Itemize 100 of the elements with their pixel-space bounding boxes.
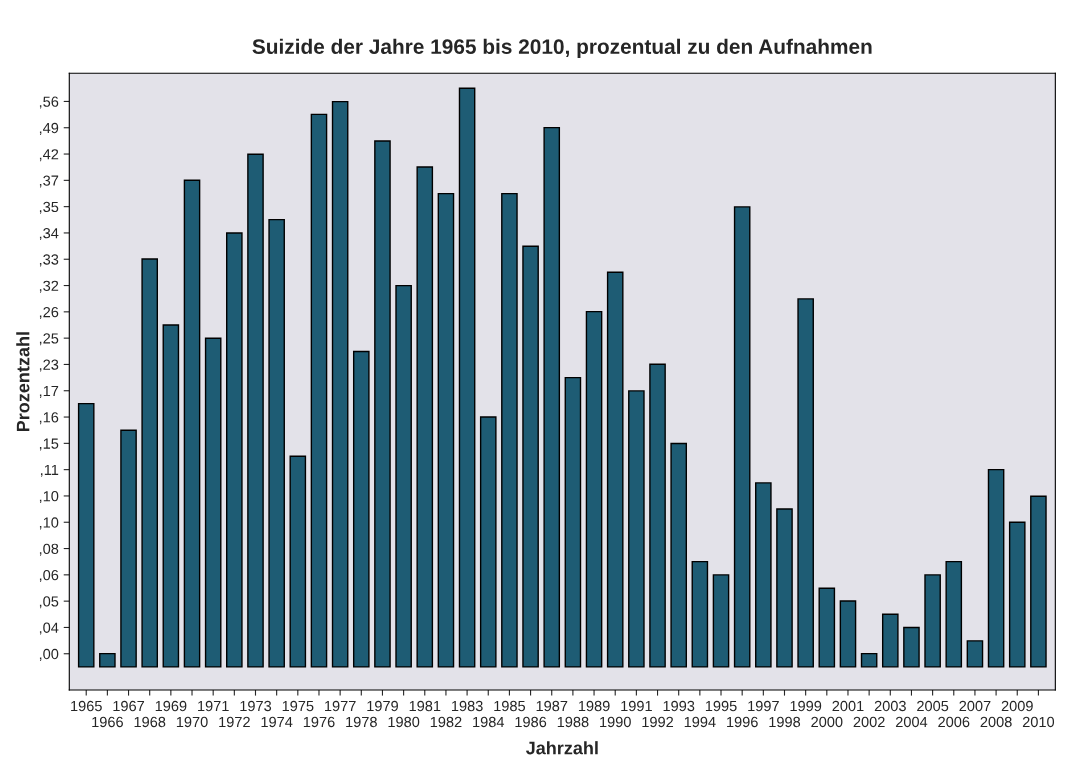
x-tick-label: 1977 [325, 700, 356, 712]
x-tick-label: 1987 [536, 700, 568, 712]
bar [606, 271, 624, 668]
text: ,11 [40, 464, 59, 477]
x-tick-label: 2001 [832, 700, 864, 712]
text: ,26 [39, 306, 59, 319]
chart-title: Suizide der Jahre 1965 bis 2010, prozentual zu den Aufnahmen [252, 38, 872, 59]
x-tick-label: 1970 [176, 716, 208, 728]
x-tick-label: 1994 [684, 716, 716, 728]
x-tick-label: 1992 [642, 716, 674, 728]
bar [331, 100, 349, 668]
x-tick-label: 1990 [600, 716, 631, 728]
x-tick-label: 1969 [155, 700, 187, 712]
text: ,34 [39, 228, 59, 241]
x-tick-label: 1973 [240, 700, 272, 712]
bar [501, 192, 518, 668]
text: ,15 [39, 438, 59, 451]
x-tick-label: 1995 [705, 700, 737, 712]
text: ,56 [39, 96, 59, 109]
x-tick-label: 2002 [853, 716, 885, 728]
x-tick-label: 1996 [727, 716, 758, 728]
bar [77, 402, 95, 668]
x-tick-label: 1979 [367, 700, 398, 712]
bar [479, 416, 497, 668]
bar [522, 245, 539, 668]
x-tick-label: 1965 [71, 700, 102, 712]
x-tick-label: 1978 [346, 716, 377, 728]
text: ,35 [39, 201, 59, 214]
x-tick-label: 1975 [282, 700, 314, 712]
x-tick-label: 1997 [748, 700, 779, 712]
x-tick-label: 2004 [895, 716, 928, 728]
text: ,42 [39, 149, 59, 162]
x-tick-label: 1986 [515, 716, 547, 728]
y-axis-title: Prozentzahl [16, 332, 30, 432]
bar [839, 600, 857, 668]
bar [458, 87, 476, 668]
x-tick-label: 1993 [663, 700, 695, 712]
text: ,04 [39, 622, 59, 635]
bar [289, 455, 307, 668]
x-tick-label: 2010 [1022, 716, 1055, 728]
text: ,16 [39, 412, 59, 425]
bar [437, 192, 455, 668]
bar [670, 442, 688, 668]
x-tick-label: 1988 [557, 716, 589, 728]
x-tick-label: 1980 [388, 716, 420, 728]
x-tick-label: 1983 [451, 700, 483, 712]
bar [649, 363, 666, 668]
bar [1008, 521, 1026, 668]
bar [99, 652, 116, 668]
x-tick-label: 1991 [621, 700, 652, 712]
bar [162, 324, 180, 668]
text: ,10 [39, 491, 59, 504]
x-tick-label: 2008 [980, 716, 1012, 728]
x-tick-label: 2003 [874, 700, 906, 712]
text: ,25 [39, 333, 59, 346]
text: ,00 [39, 648, 59, 661]
x-tick-label: 2005 [917, 700, 949, 712]
text: ,06 [39, 569, 59, 582]
bar [268, 218, 285, 668]
x-tick-label: 1981 [409, 700, 441, 712]
bar [141, 258, 159, 668]
bar [860, 652, 878, 668]
bar [374, 140, 391, 668]
x-tick-label: 1966 [92, 716, 123, 728]
x-tick-label: 2009 [1001, 700, 1033, 712]
x-tick-label: 1989 [578, 700, 610, 712]
bar [776, 508, 793, 668]
x-tick-label: 1999 [790, 700, 822, 712]
x-tick-label: 1998 [769, 716, 801, 728]
bar [881, 613, 899, 668]
bar [945, 560, 963, 668]
bar [987, 468, 1005, 668]
text: ,08 [39, 543, 59, 556]
bar [797, 298, 814, 668]
x-tick-label: 2006 [938, 716, 970, 728]
text: ,23 [39, 359, 59, 372]
x-tick-label: 1967 [113, 700, 145, 712]
bar [120, 429, 137, 668]
bar [924, 574, 941, 668]
text: ,32 [39, 280, 59, 293]
bar [691, 560, 709, 668]
text: ,05 [39, 596, 59, 609]
bar [204, 337, 222, 668]
bar [247, 153, 264, 668]
x-tick-label: 1972 [219, 716, 250, 728]
bar [183, 179, 201, 668]
bar [966, 640, 984, 668]
text: ,33 [39, 254, 59, 267]
x-tick-label: 1982 [430, 716, 462, 728]
bar [733, 206, 751, 668]
bar [395, 284, 412, 668]
bar [903, 626, 920, 668]
bar [818, 587, 836, 668]
x-tick-label: 1974 [261, 716, 293, 728]
x-tick-label: 1976 [303, 716, 335, 728]
bar [585, 310, 603, 668]
bar [755, 482, 772, 668]
text: ,37 [39, 175, 59, 188]
x-tick-label: 2007 [959, 700, 991, 712]
bar [226, 232, 243, 668]
